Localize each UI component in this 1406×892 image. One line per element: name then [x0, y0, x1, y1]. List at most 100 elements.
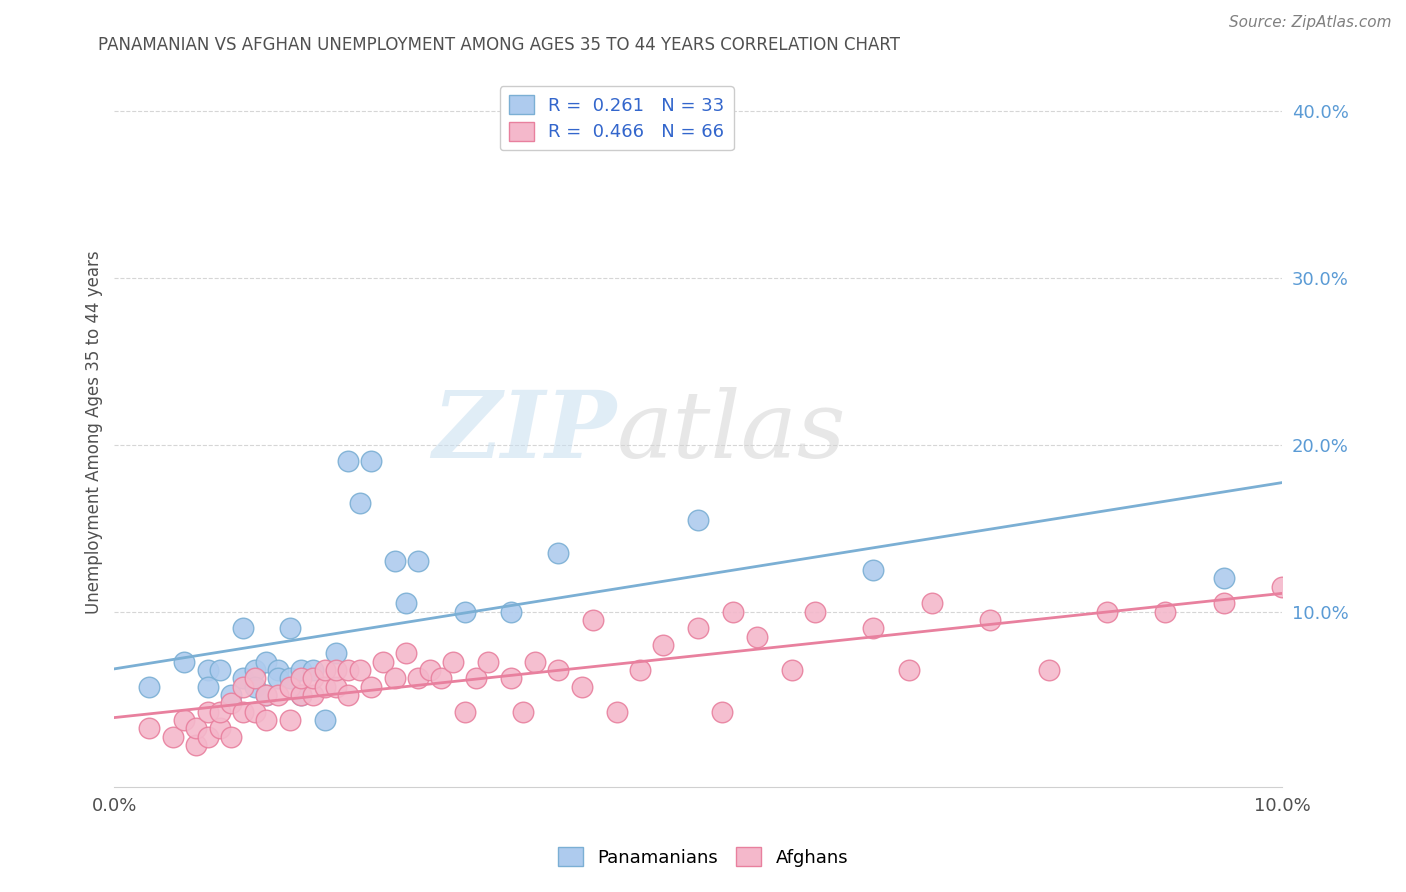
Point — [1212, 571, 1234, 585]
Point — [290, 671, 312, 685]
Point — [688, 621, 710, 635]
Point — [1095, 605, 1118, 619]
Point — [173, 713, 195, 727]
Point — [582, 613, 605, 627]
Point — [278, 671, 301, 685]
Point — [419, 663, 441, 677]
Point — [290, 663, 312, 677]
Point — [314, 680, 336, 694]
Point — [162, 730, 184, 744]
Point — [349, 663, 371, 677]
Point — [1271, 580, 1294, 594]
Point — [384, 554, 406, 568]
Point — [1154, 605, 1177, 619]
Point — [232, 705, 254, 719]
Legend: R =  0.261   N = 33, R =  0.466   N = 66: R = 0.261 N = 33, R = 0.466 N = 66 — [499, 87, 734, 151]
Text: atlas: atlas — [617, 387, 846, 477]
Point — [921, 596, 943, 610]
Point — [302, 663, 325, 677]
Point — [512, 705, 534, 719]
Point — [290, 688, 312, 702]
Point — [208, 663, 231, 677]
Point — [336, 663, 359, 677]
Point — [862, 621, 884, 635]
Point — [547, 546, 569, 560]
Legend: Panamanians, Afghans: Panamanians, Afghans — [550, 840, 856, 874]
Point — [406, 671, 429, 685]
Point — [360, 454, 382, 468]
Point — [360, 680, 382, 694]
Point — [278, 680, 301, 694]
Point — [208, 722, 231, 736]
Point — [254, 688, 277, 702]
Point — [652, 638, 675, 652]
Point — [278, 713, 301, 727]
Point — [441, 655, 464, 669]
Point — [267, 671, 290, 685]
Point — [745, 630, 768, 644]
Point — [371, 655, 394, 669]
Point — [406, 554, 429, 568]
Point — [1038, 663, 1060, 677]
Text: ZIP: ZIP — [432, 387, 617, 477]
Point — [208, 705, 231, 719]
Point — [454, 605, 477, 619]
Point — [290, 688, 312, 702]
Point — [243, 671, 266, 685]
Point — [780, 663, 803, 677]
Point — [523, 655, 546, 669]
Point — [197, 680, 219, 694]
Point — [254, 655, 277, 669]
Point — [186, 722, 208, 736]
Point — [547, 663, 569, 677]
Point — [314, 713, 336, 727]
Point — [232, 671, 254, 685]
Point — [197, 663, 219, 677]
Point — [173, 655, 195, 669]
Point — [465, 671, 488, 685]
Point — [325, 646, 347, 660]
Point — [710, 705, 733, 719]
Point — [395, 646, 418, 660]
Point — [628, 663, 651, 677]
Point — [138, 680, 160, 694]
Point — [232, 621, 254, 635]
Point — [688, 513, 710, 527]
Point — [302, 671, 325, 685]
Point — [243, 680, 266, 694]
Point — [219, 688, 242, 702]
Y-axis label: Unemployment Among Ages 35 to 44 years: Unemployment Among Ages 35 to 44 years — [86, 251, 103, 614]
Point — [254, 713, 277, 727]
Point — [186, 738, 208, 752]
Point — [325, 663, 347, 677]
Point — [302, 688, 325, 702]
Point — [349, 496, 371, 510]
Point — [267, 663, 290, 677]
Point — [454, 705, 477, 719]
Point — [219, 697, 242, 711]
Point — [606, 705, 628, 719]
Point — [571, 680, 593, 694]
Point — [501, 605, 523, 619]
Point — [243, 705, 266, 719]
Point — [897, 663, 920, 677]
Point — [278, 621, 301, 635]
Point — [197, 730, 219, 744]
Point — [314, 663, 336, 677]
Point — [477, 655, 499, 669]
Point — [232, 680, 254, 694]
Point — [243, 663, 266, 677]
Point — [219, 730, 242, 744]
Point — [804, 605, 827, 619]
Point — [336, 688, 359, 702]
Point — [325, 680, 347, 694]
Point — [336, 454, 359, 468]
Point — [501, 671, 523, 685]
Point — [1212, 596, 1234, 610]
Point — [723, 605, 745, 619]
Point — [979, 613, 1001, 627]
Point — [384, 671, 406, 685]
Text: Source: ZipAtlas.com: Source: ZipAtlas.com — [1229, 15, 1392, 29]
Point — [862, 563, 884, 577]
Point — [267, 688, 290, 702]
